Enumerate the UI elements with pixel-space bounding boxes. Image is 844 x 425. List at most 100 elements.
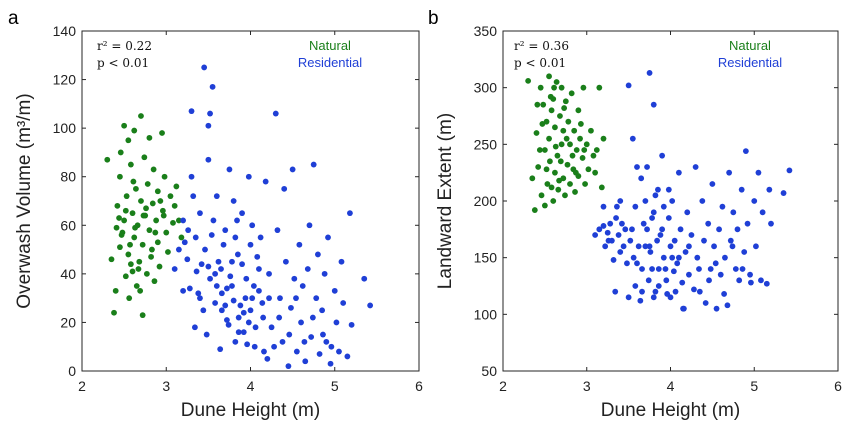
data-point bbox=[588, 127, 594, 134]
data-point bbox=[646, 243, 653, 250]
data-point bbox=[256, 287, 262, 294]
data-point bbox=[114, 202, 121, 209]
data-point bbox=[546, 135, 552, 142]
data-point bbox=[296, 241, 303, 248]
data-point bbox=[646, 70, 653, 76]
data-point bbox=[531, 207, 538, 213]
data-point bbox=[315, 251, 321, 258]
data-point bbox=[660, 254, 667, 261]
data-point bbox=[593, 147, 600, 153]
data-point bbox=[207, 275, 213, 282]
data-point bbox=[266, 295, 272, 302]
data-point bbox=[281, 185, 288, 192]
data-point bbox=[129, 210, 136, 217]
data-point bbox=[766, 186, 773, 193]
data-point bbox=[185, 227, 192, 234]
data-point bbox=[699, 198, 706, 204]
data-point bbox=[602, 243, 609, 250]
data-point bbox=[170, 219, 176, 226]
data-point bbox=[556, 177, 563, 184]
data-point bbox=[592, 169, 599, 176]
data-point bbox=[118, 232, 125, 238]
data-point bbox=[301, 338, 308, 345]
data-point bbox=[563, 135, 570, 142]
data-point bbox=[669, 198, 676, 204]
data-point bbox=[736, 277, 743, 284]
data-point bbox=[638, 175, 645, 182]
data-point bbox=[175, 217, 182, 224]
data-point bbox=[642, 243, 649, 250]
data-point bbox=[234, 251, 241, 258]
data-point bbox=[709, 181, 716, 187]
data-point bbox=[721, 291, 727, 297]
data-point bbox=[149, 246, 155, 253]
data-point bbox=[681, 305, 687, 312]
data-point bbox=[716, 226, 722, 233]
data-point bbox=[259, 300, 266, 306]
data-point bbox=[180, 287, 187, 294]
data-point bbox=[541, 202, 548, 209]
data-point bbox=[139, 241, 146, 248]
data-point bbox=[163, 229, 170, 236]
data-point bbox=[137, 287, 144, 294]
data-point bbox=[650, 209, 657, 216]
data-point bbox=[614, 203, 620, 210]
panel-letter: a bbox=[8, 8, 19, 29]
data-point bbox=[144, 181, 151, 187]
data-point bbox=[722, 254, 728, 261]
data-point bbox=[117, 173, 123, 180]
data-point bbox=[568, 90, 575, 97]
plot-area-frame bbox=[81, 30, 420, 372]
data-point bbox=[596, 226, 603, 233]
series-residential bbox=[171, 64, 374, 370]
data-point bbox=[123, 193, 130, 200]
data-point bbox=[619, 220, 625, 227]
stat-annotation: r² = 0.36 bbox=[514, 39, 569, 53]
data-point bbox=[293, 348, 300, 355]
data-point bbox=[557, 158, 564, 165]
data-point bbox=[289, 166, 296, 173]
data-point bbox=[686, 271, 692, 278]
data-point bbox=[546, 73, 552, 80]
data-point bbox=[567, 141, 573, 148]
x-tick-label: 2 bbox=[78, 378, 86, 394]
data-point bbox=[706, 277, 712, 284]
data-point bbox=[635, 243, 642, 250]
data-point bbox=[738, 186, 745, 193]
data-point bbox=[276, 314, 283, 321]
panel-b: 2 3 4 5 6 50 100 150 200 250 300 350 Dune Height (m)… bbox=[428, 8, 842, 421]
data-point bbox=[564, 161, 571, 168]
series-natural bbox=[525, 73, 607, 213]
data-point bbox=[696, 288, 703, 295]
data-point bbox=[245, 319, 252, 326]
data-point bbox=[261, 348, 267, 355]
data-point bbox=[130, 178, 137, 185]
data-point bbox=[659, 152, 666, 159]
data-point bbox=[336, 348, 342, 355]
data-point bbox=[705, 220, 712, 227]
data-point bbox=[552, 169, 558, 176]
data-point bbox=[240, 329, 247, 336]
data-point bbox=[739, 266, 746, 272]
data-point bbox=[639, 288, 645, 295]
data-point bbox=[755, 169, 762, 176]
data-point bbox=[644, 226, 650, 233]
data-point bbox=[671, 237, 678, 244]
data-point bbox=[730, 209, 737, 216]
data-point bbox=[610, 257, 617, 263]
data-point bbox=[675, 254, 682, 261]
data-point bbox=[630, 254, 637, 261]
data-point bbox=[126, 295, 133, 302]
data-point bbox=[232, 338, 239, 345]
data-point bbox=[210, 217, 217, 224]
data-point bbox=[302, 358, 309, 365]
data-point bbox=[154, 188, 161, 195]
data-point bbox=[146, 134, 153, 141]
data-point bbox=[544, 181, 551, 187]
data-point bbox=[218, 266, 224, 272]
data-point bbox=[132, 224, 138, 231]
data-point bbox=[625, 294, 632, 301]
data-point bbox=[600, 135, 607, 142]
data-point bbox=[251, 343, 258, 350]
